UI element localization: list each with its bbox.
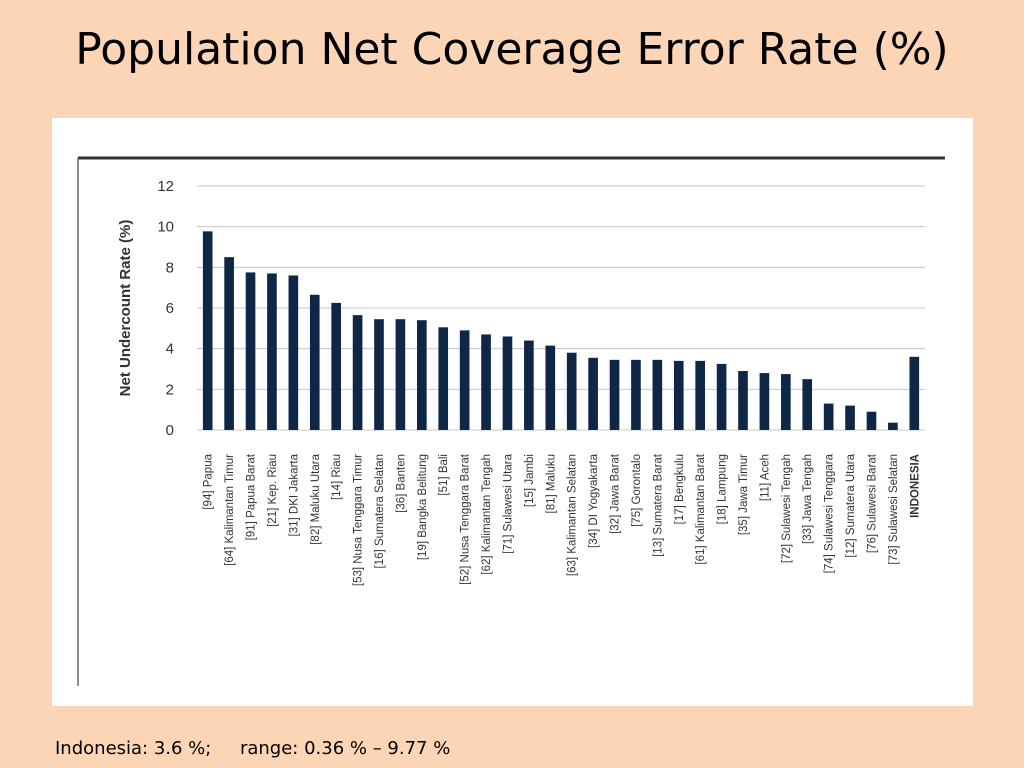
category-label: [17] Bengkulu (674, 454, 686, 524)
category-label: [32] Jawa Barat (610, 453, 622, 534)
category-label: [71] Sulawesi Utara (502, 453, 514, 553)
category-label: [36] Banten (395, 454, 407, 513)
bar (845, 405, 855, 430)
chart-card: 0 2 4 6 8 10 12 Net Undercount Rate (%) [94] Pap… (52, 118, 973, 706)
bar (417, 320, 427, 430)
category-label: [51] Bali (438, 454, 450, 496)
bar (481, 334, 491, 430)
bar (716, 363, 727, 430)
category-label: [72] Sulawesi Tengah (781, 454, 793, 563)
category-label: [81] Maluku (545, 454, 557, 513)
bar (673, 360, 684, 430)
footer-note: Indonesia: 3.6 %; range: 0.36 % – 9.77 % (55, 738, 451, 759)
category-label: [14] Riau (331, 454, 343, 500)
bar (588, 357, 598, 430)
y-tick-label: 12 (157, 178, 174, 195)
bar (909, 356, 920, 430)
bar (695, 360, 705, 430)
y-tick-label: 2 (166, 381, 174, 398)
bar (888, 422, 898, 430)
bar (738, 371, 748, 430)
bar (802, 379, 813, 430)
category-label: [74] Sulawesi Tenggara (824, 453, 836, 573)
category-label: [63] Kalimantan Selatan (567, 454, 579, 576)
category-label: [34] DI Yogyakarta (588, 453, 600, 548)
category-label: [76] Sulawesi Barat (866, 453, 878, 553)
category-label: [94] Papua (203, 453, 215, 509)
bar (309, 294, 320, 430)
bar (331, 302, 341, 430)
category-label: [64] Kalimantan Timur (224, 454, 236, 566)
y-tick-label: 8 (166, 259, 174, 276)
y-tick-label: 10 (157, 219, 174, 236)
category-label: [91] Papua Barat (246, 453, 258, 540)
bar-chart: 0 2 4 6 8 10 12 Net Undercount Rate (%) [94] Pap… (77, 156, 945, 686)
bar (566, 352, 577, 430)
bar (524, 340, 534, 430)
bar (374, 319, 384, 430)
category-label: [35] Jawa Timur (738, 454, 750, 535)
bar (781, 374, 791, 430)
category-label: [19] Bangka Belitung (417, 454, 429, 560)
bar (545, 345, 556, 430)
bar (288, 275, 299, 430)
y-tick-label: 0 (166, 422, 174, 439)
category-label: [21] Kep. Riau (267, 454, 279, 527)
category-label: [11] Aceh (759, 454, 771, 501)
category-label: [52] Nusa Tenggara Barat (460, 453, 472, 585)
bar (438, 327, 449, 430)
bar (352, 315, 363, 430)
category-label: [15] Jambi (524, 454, 536, 507)
category-label: [82] Maluku Utara (310, 453, 322, 544)
bar (631, 359, 641, 430)
category-label: [31] DKI Jakarta (288, 453, 300, 536)
slide-title: Population Net Coverage Error Rate (%) (75, 24, 949, 75)
category-label: [73] Sulawesi Selatan (888, 454, 900, 565)
category-label: [53] Nusa Tenggara Timur (353, 454, 365, 586)
bar (866, 411, 877, 430)
bar (459, 330, 470, 430)
y-tick-label: 4 (166, 341, 174, 358)
bar (267, 273, 277, 430)
y-axis-label: Net Undercount Rate (%) (117, 220, 134, 397)
bar (245, 272, 256, 430)
bar (395, 319, 406, 430)
bar (609, 359, 620, 430)
bar (823, 403, 834, 430)
bar (224, 257, 234, 430)
bar (202, 231, 213, 430)
category-label: [16] Sumatera Selatan (374, 454, 386, 568)
category-label: [61] Kalimantan Barat (695, 453, 707, 564)
category-label: [33] Jawa Tengah (802, 454, 814, 544)
y-tick-label: 6 (166, 300, 174, 317)
category-label: INDONESIA (909, 454, 921, 518)
bar (759, 373, 770, 430)
bar (652, 359, 663, 430)
category-label: [75] Gorontalo (631, 454, 643, 527)
category-label: [12] Sumatera Utara (845, 453, 857, 557)
category-label: [13] Sumatera Barat (652, 453, 664, 557)
category-label: [18] Lampung (717, 454, 729, 524)
category-label: [62] Kalimantan Tengah (481, 454, 493, 575)
bar (502, 336, 513, 430)
